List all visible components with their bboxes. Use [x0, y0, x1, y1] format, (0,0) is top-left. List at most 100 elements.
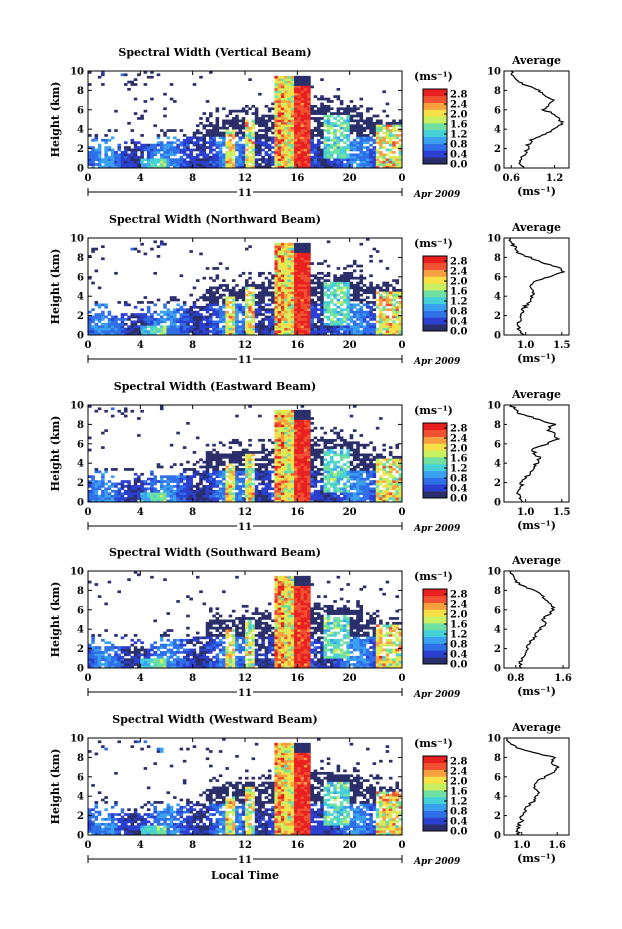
heatmap-cell — [362, 136, 367, 140]
heatmap-cell — [369, 143, 373, 147]
heatmap-cell — [290, 75, 295, 79]
heatmap-cell — [146, 155, 151, 159]
heatmap-cell — [274, 480, 279, 483]
heatmap-cell — [97, 487, 102, 491]
heatmap-cell — [297, 124, 301, 128]
heatmap-cell — [153, 151, 157, 154]
heatmap-cell — [284, 293, 288, 297]
heatmap-cell — [284, 441, 288, 445]
heatmap-cell — [218, 310, 223, 314]
heatmap-cell — [326, 117, 331, 120]
heatmap-cell — [336, 330, 341, 333]
heatmap-cell — [248, 141, 252, 145]
heatmap-cell — [339, 274, 344, 278]
heatmap-cell — [166, 485, 171, 488]
heatmap-cell — [277, 257, 282, 261]
heatmap-cell — [290, 112, 295, 115]
heatmap-cell — [339, 310, 344, 314]
heatmap-cell — [307, 301, 311, 304]
heatmap-cell — [133, 83, 138, 86]
heatmap-cell — [356, 325, 360, 329]
heatmap-cell — [294, 163, 298, 166]
heatmap-cell — [274, 92, 279, 96]
heatmap-cell — [290, 153, 295, 157]
heatmap-cell — [375, 286, 380, 290]
heatmap-cell — [173, 327, 177, 331]
heatmap-cell — [297, 160, 301, 164]
heatmap-cell — [284, 264, 288, 268]
heatmap-cell — [280, 131, 285, 135]
heatmap-cell — [209, 296, 213, 299]
heatmap-cell — [333, 129, 337, 132]
heatmap-cell — [192, 325, 197, 329]
heatmap-cell — [274, 489, 279, 493]
heatmap-cell — [267, 463, 272, 466]
heatmap-cell — [343, 267, 347, 270]
heatmap-cell — [300, 269, 305, 273]
heatmap-cell — [323, 259, 328, 263]
heatmap-cell — [323, 443, 328, 447]
heatmap-cell — [277, 332, 282, 336]
heatmap-cell — [258, 296, 262, 299]
heatmap-cell — [333, 494, 337, 498]
heatmap-cell — [261, 487, 265, 491]
heatmap-cell — [284, 259, 288, 263]
heatmap-cell — [91, 320, 95, 324]
heatmap-cell — [290, 279, 295, 282]
heatmap-cell — [284, 465, 288, 469]
heatmap-cell — [307, 121, 311, 125]
heatmap-cell — [300, 322, 305, 326]
heatmap-cell — [274, 126, 279, 130]
heatmap-cell — [97, 165, 102, 169]
heatmap-cell — [280, 114, 285, 118]
heatmap-cell — [169, 141, 174, 145]
heatmap-cell — [222, 310, 226, 314]
heatmap-cell — [349, 117, 354, 120]
heatmap-cell — [91, 308, 95, 312]
heatmap-cell — [241, 124, 246, 128]
heatmap-cell — [231, 146, 236, 149]
heatmap-cell — [264, 141, 269, 145]
heatmap-cell — [241, 448, 246, 452]
heatmap-cell — [235, 455, 239, 459]
heatmap-cell — [326, 489, 331, 493]
heatmap-cell — [333, 465, 337, 469]
heatmap-cell — [352, 298, 357, 302]
heatmap-cell — [143, 499, 148, 503]
heatmap-cell — [382, 320, 386, 324]
heatmap-cell — [241, 492, 246, 496]
heatmap-cell — [186, 499, 190, 503]
heatmap-cell — [343, 165, 347, 169]
heatmap-cell — [294, 421, 298, 425]
heatmap-cell — [297, 165, 301, 169]
heatmap-cell — [218, 136, 223, 140]
heatmap-cell — [349, 160, 354, 164]
heatmap-cell — [297, 121, 301, 125]
heatmap-cell — [336, 286, 341, 290]
heatmap-cell — [261, 134, 265, 137]
heatmap-cell — [339, 332, 344, 336]
heatmap-cell — [235, 477, 239, 481]
heatmap-cell — [307, 320, 311, 324]
heatmap-cell — [320, 281, 324, 285]
heatmap-cell — [303, 138, 308, 142]
heatmap-cell — [271, 451, 275, 454]
heatmap-cell — [169, 296, 174, 299]
heatmap-cell — [356, 126, 360, 130]
heatmap-cell — [280, 141, 285, 145]
heatmap-cell — [320, 104, 324, 108]
heatmap-cell — [110, 158, 115, 162]
heatmap-cell — [379, 146, 383, 149]
heatmap-cell — [307, 424, 311, 428]
heatmap-cell — [297, 163, 301, 166]
heatmap-cell — [248, 497, 252, 500]
heatmap-cell — [163, 163, 167, 166]
heatmap-cell — [326, 160, 331, 164]
heatmap-cell — [300, 497, 305, 500]
heatmap-cell — [143, 492, 148, 496]
heatmap-cell — [251, 463, 256, 466]
heatmap-cell — [303, 286, 308, 290]
heatmap-cell — [251, 143, 256, 147]
heatmap-cell — [258, 499, 262, 503]
heatmap-cell — [209, 165, 213, 169]
